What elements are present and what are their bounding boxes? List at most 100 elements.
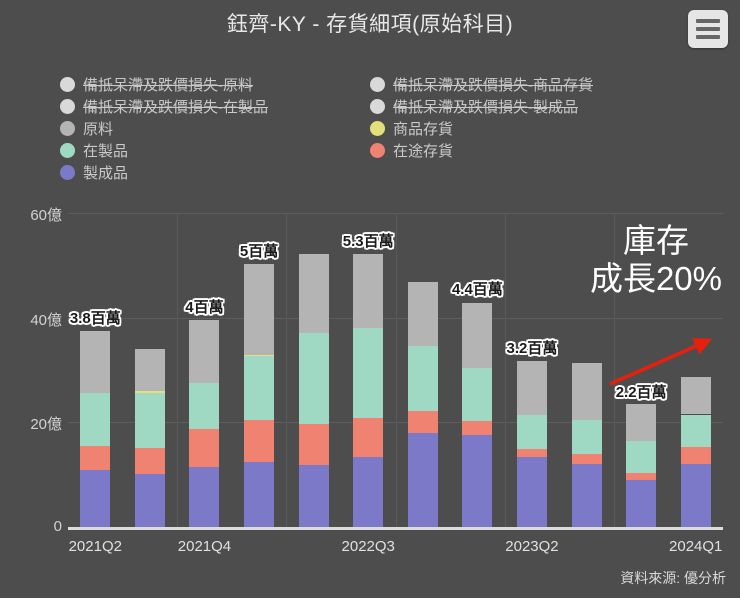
legend-swatch-icon bbox=[60, 165, 75, 180]
bar-segment-在製品[interactable] bbox=[353, 327, 384, 419]
legend-item-left-2[interactable]: 原料 bbox=[60, 118, 370, 139]
bar-2021Q4[interactable] bbox=[189, 319, 220, 527]
bar-segment-在途存貨[interactable] bbox=[244, 419, 275, 462]
y-tick-label: 20億 bbox=[30, 416, 62, 434]
bar-2022Q3[interactable] bbox=[353, 253, 384, 527]
bar-segment-在途存貨[interactable] bbox=[571, 454, 602, 464]
bar-segment-在製品[interactable] bbox=[298, 333, 329, 424]
legend-column-left: 備抵呆滯及跌價損失-原料備抵呆滯及跌價損失-在製品原料在製品製成品 bbox=[60, 74, 370, 183]
y-tick-label: 40億 bbox=[30, 311, 62, 329]
bar-2021Q2[interactable] bbox=[80, 330, 111, 527]
legend-item-right-3[interactable]: 在途存貨 bbox=[370, 140, 700, 161]
bar-segment-製成品[interactable] bbox=[298, 465, 329, 527]
hamburger-menu-icon[interactable] bbox=[688, 10, 728, 48]
legend-swatch-icon bbox=[370, 143, 385, 158]
bar-2022Q1[interactable] bbox=[244, 263, 275, 527]
bar-segment-在途存貨[interactable] bbox=[353, 418, 384, 458]
bar-segment-製成品[interactable] bbox=[407, 433, 438, 527]
bar-segment-在途存貨[interactable] bbox=[462, 420, 493, 436]
bar-segment-製成品[interactable] bbox=[680, 463, 711, 527]
bar-segment-在製品[interactable] bbox=[626, 440, 657, 473]
bar-segment-在製品[interactable] bbox=[134, 392, 165, 448]
bar-segment-在製品[interactable] bbox=[407, 346, 438, 412]
x-axis-line bbox=[68, 527, 723, 530]
source-caption: 資料來源: 優分析 bbox=[620, 570, 726, 586]
bar-segment-原料[interactable] bbox=[626, 404, 657, 441]
bar-segment-原料[interactable] bbox=[80, 330, 111, 393]
data-label-2023Q2: 3.2百萬 bbox=[506, 339, 558, 357]
legend-item-label: 備抵呆滯及跌價損失-原料 bbox=[83, 77, 253, 94]
gridline-x-10 bbox=[613, 213, 615, 527]
bar-segment-原料[interactable] bbox=[353, 253, 384, 328]
legend-item-label: 原料 bbox=[83, 121, 114, 138]
bar-2023Q4[interactable] bbox=[626, 404, 657, 527]
x-axis-labels: 2021Q2 2021Q4 2022Q3 2023Q2 2024Q1 bbox=[0, 538, 740, 560]
legend-item-left-1[interactable]: 備抵呆滯及跌價損失-在製品 bbox=[60, 96, 370, 117]
bar-2022Q2[interactable] bbox=[298, 253, 329, 527]
legend-swatch-icon bbox=[60, 77, 75, 92]
annotation-line-1: 庫存 bbox=[622, 222, 689, 259]
bar-segment-在製品[interactable] bbox=[571, 419, 602, 455]
bar-segment-製成品[interactable] bbox=[516, 456, 547, 527]
bar-segment-製成品[interactable] bbox=[571, 463, 602, 527]
data-label-2023Q4: 2.2百萬 bbox=[615, 383, 667, 401]
y-tick-label: 60億 bbox=[30, 207, 62, 224]
data-label-2021Q2: 3.8百萬 bbox=[69, 309, 121, 327]
x-tick-label-2023Q2: 2023Q2 bbox=[505, 538, 559, 555]
legend-item-left-4[interactable]: 製成品 bbox=[60, 162, 370, 183]
bar-2021Q3[interactable] bbox=[134, 349, 165, 527]
legend-item-label: 備抵呆滯及跌價損失-商品存貨 bbox=[393, 77, 593, 94]
bar-segment-原料[interactable] bbox=[189, 319, 220, 384]
bar-segment-在製品[interactable] bbox=[244, 356, 275, 420]
bar-segment-製成品[interactable] bbox=[244, 461, 275, 527]
bar-segment-製成品[interactable] bbox=[80, 469, 111, 527]
data-label-2021Q4: 4百萬 bbox=[185, 298, 224, 316]
bar-segment-在製品[interactable] bbox=[462, 368, 493, 421]
menu-bar-3 bbox=[696, 35, 720, 39]
bar-segment-在途存貨[interactable] bbox=[80, 445, 111, 470]
bar-2024Q1[interactable] bbox=[680, 377, 711, 527]
bar-segment-製成品[interactable] bbox=[462, 435, 493, 527]
legend-column-right: 備抵呆滯及跌價損失-商品存貨備抵呆滯及跌價損失-製成品 商品存貨 在途存貨 bbox=[370, 74, 700, 183]
bar-2023Q3[interactable] bbox=[571, 363, 602, 527]
bar-2022Q4[interactable] bbox=[407, 281, 438, 527]
bar-2023Q1[interactable] bbox=[462, 302, 493, 527]
bar-segment-在途存貨[interactable] bbox=[680, 447, 711, 464]
bar-segment-在製品[interactable] bbox=[80, 392, 111, 446]
bar-segment-在製品[interactable] bbox=[189, 383, 220, 430]
legend-item-right-1[interactable]: 備抵呆滯及跌價損失-製成品 bbox=[370, 96, 700, 117]
bar-segment-在製品[interactable] bbox=[516, 415, 547, 449]
legend-swatch-icon bbox=[370, 121, 385, 136]
bar-segment-原料[interactable] bbox=[462, 302, 493, 369]
bar-segment-製成品[interactable] bbox=[189, 467, 220, 527]
bar-segment-原料[interactable] bbox=[571, 363, 602, 420]
bar-segment-在途存貨[interactable] bbox=[298, 423, 329, 466]
bar-segment-製成品[interactable] bbox=[353, 457, 384, 527]
bar-segment-在途存貨[interactable] bbox=[407, 411, 438, 434]
bar-segment-原料[interactable] bbox=[244, 263, 275, 355]
legend-item-left-0[interactable]: 備抵呆滯及跌價損失-原料 bbox=[60, 74, 370, 95]
y-axis-labels: 0 20億 40億 60億 bbox=[0, 207, 62, 535]
legend-item-left-3[interactable]: 在製品 bbox=[60, 140, 370, 161]
bar-segment-商品存貨[interactable] bbox=[244, 354, 275, 357]
bar-segment-原料[interactable] bbox=[516, 360, 547, 416]
bar-segment-在途存貨[interactable] bbox=[626, 472, 657, 480]
bar-segment-原料[interactable] bbox=[680, 377, 711, 415]
bar-segment-製成品[interactable] bbox=[134, 473, 165, 527]
bar-segment-在途存貨[interactable] bbox=[189, 429, 220, 468]
x-tick-label-2022Q3: 2022Q3 bbox=[341, 538, 395, 555]
bar-segment-在途存貨[interactable] bbox=[134, 447, 165, 474]
legend-item-right-2[interactable]: 商品存貨 bbox=[370, 118, 700, 139]
legend-item-label: 製成品 bbox=[83, 165, 129, 182]
bar-segment-製成品[interactable] bbox=[626, 479, 657, 527]
bar-segment-原料[interactable] bbox=[298, 253, 329, 334]
bar-segment-在途存貨[interactable] bbox=[516, 448, 547, 457]
bar-segment-在製品[interactable] bbox=[680, 414, 711, 448]
gridline-x-8 bbox=[504, 213, 506, 527]
legend-swatch-icon bbox=[60, 143, 75, 158]
bar-2023Q2[interactable] bbox=[516, 360, 547, 527]
bar-segment-原料[interactable] bbox=[134, 349, 165, 392]
bar-segment-商品存貨[interactable] bbox=[134, 391, 165, 393]
legend-item-right-0[interactable]: 備抵呆滯及跌價損失-商品存貨 bbox=[370, 74, 700, 95]
bar-segment-原料[interactable] bbox=[407, 281, 438, 347]
